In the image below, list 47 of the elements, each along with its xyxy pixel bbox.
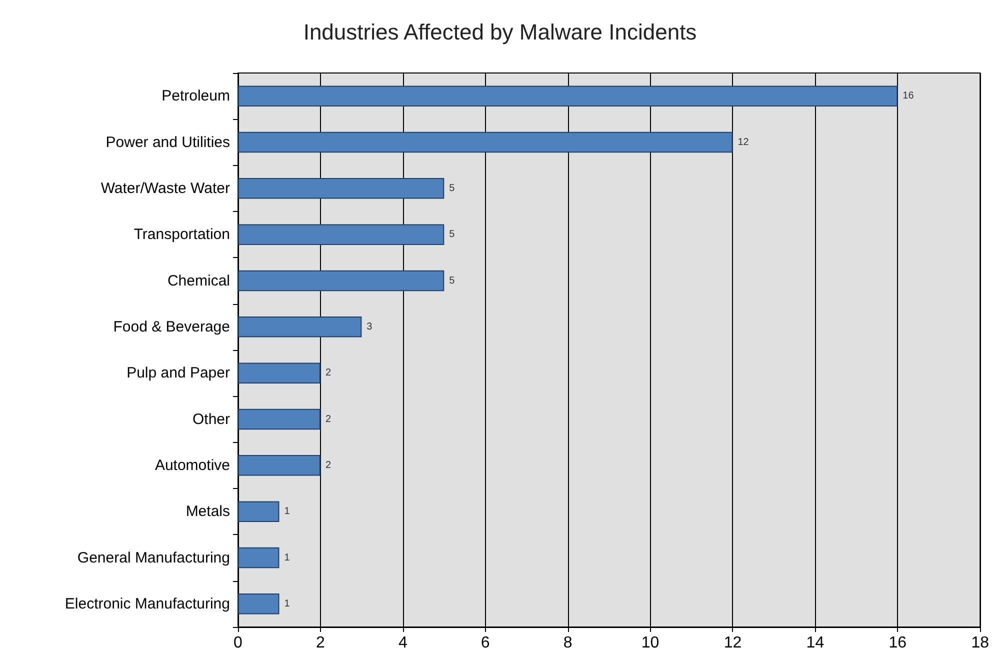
y-tick-label: General Manufacturing [77,549,230,566]
data-label: 12 [738,136,750,148]
data-label: 2 [325,414,332,425]
y-tick-label: Chemical [167,272,230,290]
bar [238,362,320,384]
x-tick-label: 18 [971,634,990,652]
bar [238,455,320,476]
x-tick-label: 10 [641,634,660,652]
y-tick-label: Power and Utilities [106,134,230,151]
data-label: 5 [449,275,456,286]
data-label: 16 [902,90,914,102]
y-tick-label: Automotive [154,456,230,474]
bar [238,594,280,614]
y-tick-label: Transportation [134,226,230,244]
y-tick-label: Metals [186,503,230,520]
x-tick-label: 0 [234,634,243,652]
x-tick-label: 8 [563,634,572,652]
bar [238,547,280,568]
data-label: 1 [284,598,290,610]
chart-title: Industries Affected by Malware Incidents [303,20,697,44]
x-tick-label: 2 [316,634,326,652]
x-tick-label: 16 [888,634,907,652]
bar [238,316,362,338]
data-label: 5 [449,229,456,240]
y-tick-label: Pulp and Paper [126,364,230,382]
data-label: 5 [449,182,456,194]
bar [238,224,444,245]
data-label: 2 [325,368,332,379]
x-tick-label: 14 [806,634,824,652]
x-tick-label: 4 [398,634,408,652]
y-tick-label: Electronic Manufacturing [64,595,230,612]
bar [238,178,444,199]
y-tick-label: Petroleum [162,88,230,105]
x-tick-label: 12 [724,634,742,652]
bar [238,408,320,430]
bar [238,270,444,292]
y-tick-label: Other [192,410,230,428]
data-label: 1 [284,506,290,518]
bar [238,501,280,522]
x-tick-label: 6 [480,634,490,652]
bar [238,132,733,153]
data-label: 1 [284,552,290,564]
y-tick-label: Food & Beverage [113,318,230,336]
y-tick-label: Water/Waste Water [100,180,230,197]
data-label: 2 [325,460,332,471]
bar [238,86,898,106]
data-label: 3 [366,321,373,332]
